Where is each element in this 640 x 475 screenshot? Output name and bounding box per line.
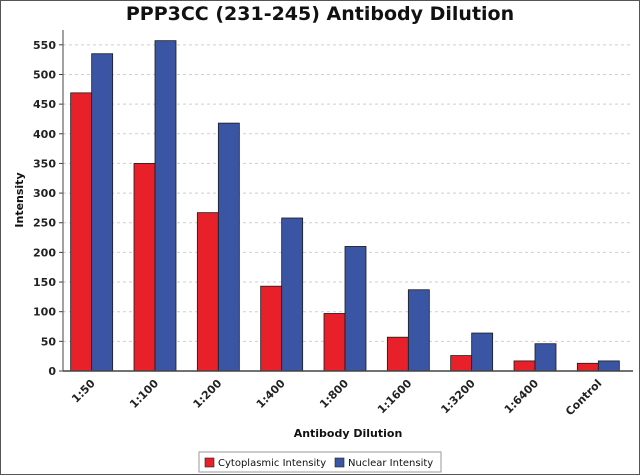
bar-cytoplasmic — [260, 285, 283, 372]
x-tick-label: 1:50 — [69, 377, 98, 406]
bar-cytoplasmic — [450, 355, 473, 372]
y-tick-label: 450 — [33, 98, 56, 111]
y-tick-label: 250 — [33, 217, 56, 230]
bar-cytoplasmic — [133, 163, 156, 372]
y-tick-label: 50 — [41, 335, 57, 348]
bar-cytoplasmic — [386, 336, 409, 372]
x-tick-label: 1:6400 — [502, 377, 542, 417]
y-tick-label: 0 — [48, 365, 56, 378]
bar-nuclear — [597, 360, 620, 372]
bar-nuclear — [534, 343, 557, 372]
x-tick-label: 1:200 — [191, 377, 225, 411]
bar-cytoplasmic — [70, 92, 93, 372]
legend-box — [198, 451, 442, 473]
legend-swatch-nuclear — [334, 457, 345, 468]
y-tick-labels: 0 50 100 150 200 250 300 350 400 450 500 550 — [33, 39, 56, 378]
x-tick-label: 1:400 — [254, 377, 288, 411]
bars — [70, 40, 620, 372]
bar-nuclear — [154, 40, 177, 372]
bar-cytoplasmic — [323, 313, 346, 372]
bar-cytoplasmic — [576, 362, 599, 372]
x-tick-labels: 1:50 1:100 1:200 1:400 1:800 1:1600 1:3200 1:64… — [69, 377, 604, 419]
bar-nuclear — [407, 289, 430, 372]
y-tick-label: 550 — [33, 39, 56, 52]
y-axis-label: Intensity — [13, 172, 26, 227]
x-tick-label: Control — [563, 377, 604, 418]
y-tick-label: 500 — [33, 68, 56, 81]
legend-label-nuclear: Nuclear Intensity — [348, 458, 433, 469]
y-tick-label: 200 — [33, 246, 56, 259]
y-tick-label: 400 — [33, 128, 56, 141]
bar-nuclear — [217, 122, 240, 372]
bar-cytoplasmic — [196, 212, 219, 372]
axes — [62, 30, 633, 372]
x-tick-label: 1:100 — [127, 377, 161, 411]
x-axis-label: Antibody Dilution — [294, 427, 403, 440]
chart-title: PPP3CC (231-245) Antibody Dilution — [126, 3, 514, 25]
bar-nuclear — [344, 246, 367, 372]
legend-label-cytoplasmic: Cytoplasmic Intensity — [218, 458, 326, 469]
bar-nuclear — [281, 217, 304, 372]
y-tick-label: 100 — [33, 306, 56, 319]
x-tick-label: 1:800 — [317, 377, 351, 411]
y-tick-label: 350 — [33, 157, 56, 170]
bar-nuclear — [471, 332, 494, 372]
y-tick-label: 300 — [33, 187, 56, 200]
legend-swatch-cytoplasmic — [204, 457, 215, 468]
y-tick-label: 150 — [33, 276, 56, 289]
bar-cytoplasmic — [513, 360, 536, 372]
x-tick-label: 1:1600 — [375, 377, 415, 417]
bar-nuclear — [91, 53, 114, 372]
legend: Cytoplasmic Intensity Nuclear Intensity — [198, 451, 442, 473]
x-tick-label: 1:3200 — [438, 377, 478, 417]
